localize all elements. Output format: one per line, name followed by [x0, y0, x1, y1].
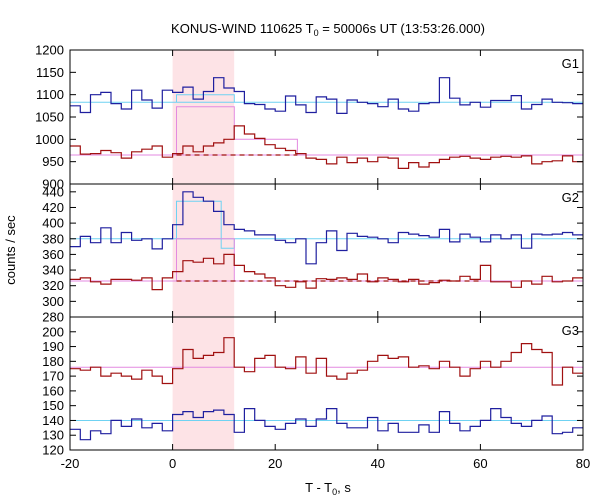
g3-y-tick-label: 140: [42, 413, 64, 428]
g3-y-tick-label: 120: [42, 443, 64, 458]
x-tick-label: -20: [61, 456, 80, 471]
g3-y-tick-label: 170: [42, 369, 64, 384]
g1-panel-label: G1: [562, 56, 579, 71]
g3-y-tick-label: 190: [42, 339, 64, 354]
plot-area: 90095010001050110011501200G1280300320340…: [35, 43, 590, 472]
g2-y-tick-label: 420: [42, 200, 64, 215]
g1-y-tick-label: 1050: [35, 110, 64, 125]
g2-y-tick-label: 300: [42, 294, 64, 309]
g1-highlight-band: [172, 50, 235, 184]
x-tick-label: 80: [576, 456, 590, 471]
y-axis-label: counts / sec: [3, 215, 18, 285]
chart-title: KONUS-WIND 110625 T0 = 50006s UT (13:53:…: [171, 21, 485, 38]
x-axis-label: T - T0, s: [305, 480, 351, 497]
g3-panel-label: G3: [562, 323, 579, 338]
g3-y-tick-label: 150: [42, 398, 64, 413]
g2-highlight-band: [172, 184, 235, 317]
x-tick-label: 0: [169, 456, 176, 471]
g1-y-tick-label: 1100: [36, 87, 64, 102]
g1-series-red: [70, 125, 583, 169]
g3-panel-frame: [69, 316, 584, 451]
g1-y-tick-label: 1000: [35, 132, 64, 147]
x-tick-label: 20: [268, 456, 282, 471]
g2-series-blue: [70, 191, 583, 265]
g3-series-blue: [70, 408, 583, 441]
g1-y-tick-label: 950: [42, 154, 64, 169]
g3-y-tick-label: 160: [42, 383, 64, 398]
g2-y-tick-label: 340: [42, 263, 64, 278]
g1-series-blue: [70, 77, 583, 114]
g2-panel-label: G2: [562, 190, 579, 205]
x-tick-label: 40: [371, 456, 385, 471]
g2-series-red: [70, 253, 583, 291]
g3-highlight-band: [172, 317, 235, 450]
g1-y-tick-label: 900: [42, 177, 64, 192]
g2-y-tick-label: 360: [42, 247, 64, 262]
g2-y-tick-label: 380: [42, 231, 64, 246]
g2-y-tick-label: 440: [42, 184, 64, 199]
x-tick-label: 60: [473, 456, 487, 471]
g2-y-tick-label: 280: [42, 310, 64, 325]
g2-panel-frame: [69, 183, 584, 318]
g1-excess-pink: [176, 106, 298, 155]
g3-y-tick-label: 200: [42, 324, 64, 339]
g2-y-tick-label: 320: [42, 278, 64, 293]
g1-excess-cyan: [176, 94, 235, 103]
g3-y-tick-label: 130: [42, 428, 64, 443]
g3-y-tick-label: 180: [42, 354, 64, 369]
g3-series-red: [70, 337, 583, 386]
g1-y-tick-label: 1150: [36, 65, 64, 80]
g1-y-tick-label: 1200: [35, 43, 64, 58]
g2-y-tick-label: 400: [42, 216, 64, 231]
